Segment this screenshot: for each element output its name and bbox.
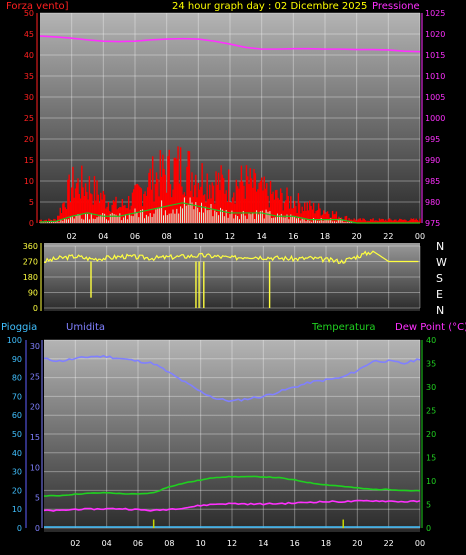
x-tick-label: 18 [321,539,331,548]
direction-line [43,250,419,265]
wind-tick-label: 25 [24,114,34,123]
rain-tick-label: 30 [12,468,22,477]
direction-tick-label: 180 [23,273,38,282]
humidity-tick-label: 10 [30,463,40,472]
temperature-tick-label: 35 [426,360,436,369]
x-tick-label: 06 [133,539,143,548]
wind-tick-label: 35 [24,72,34,81]
pressure-tick-label: 990 [425,156,440,165]
wind-tick-label: 50 [24,9,34,18]
compass-label: W [436,256,447,269]
x-tick-label: 12 [227,539,237,548]
pressure-tick-label: 975 [425,219,440,228]
dewpoint-axis-title: Dew Point (°C) [395,322,466,333]
pressure-line [39,35,421,53]
pressure-axis-title: Pressione [372,1,420,12]
rain-tick-label: 10 [12,505,22,514]
x-tick-label: 10 [193,232,203,241]
humidity-tick-label: 5 [35,494,40,503]
pressure-tick-label: 1000 [425,114,445,123]
wind-average-line [39,202,420,224]
temperature-tick-label: 25 [426,407,436,416]
x-tick-label: 12 [225,232,235,241]
compass-label: N [436,240,444,253]
temperature-tick-label: 20 [426,430,436,439]
humidity-line [43,354,421,403]
temperature-tick-label: 40 [426,336,436,345]
dewpoint-line [43,499,421,512]
humidity-tick-label: 0 [35,524,40,533]
rain-tick-label: 80 [12,374,22,383]
temperature-axis-title: Temperatura [311,322,376,333]
rain-axis-title: Pioggia [1,322,37,333]
temperature-tick-label: 15 [426,454,436,463]
pressure-tick-label: 985 [425,177,440,186]
direction-tick-label: 90 [28,289,38,298]
x-tick-label: 18 [320,232,330,241]
x-tick-label: 04 [98,232,108,241]
pressure-tick-label: 1005 [425,93,445,102]
pressure-tick-label: 1015 [425,51,445,60]
x-tick-label: 14 [257,232,267,241]
x-tick-label: 06 [130,232,140,241]
compass-label: N [436,304,444,317]
x-tick-label: 02 [67,232,77,241]
pressure-tick-label: 1010 [425,72,445,81]
x-tick-label: 20 [352,539,362,548]
x-tick-label: 10 [196,539,206,548]
wind-pressure-plot-bg [40,13,420,223]
temperature-tick-label: 30 [426,383,436,392]
temperature-tick-label: 5 [426,501,431,510]
pressure-tick-label: 1020 [425,30,445,39]
rain-tick-label: 40 [12,449,22,458]
x-tick-label: 08 [164,539,174,548]
x-tick-label: 00 [415,539,425,548]
pressure-tick-label: 980 [425,198,440,207]
wind-tick-label: 0 [29,219,34,228]
x-tick-label: 20 [352,232,362,241]
wind-tick-label: 45 [24,30,34,39]
compass-label: E [436,288,443,301]
rain-tick-label: 0 [17,524,22,533]
rain-tick-label: 20 [12,486,22,495]
humidity-tick-label: 30 [30,342,40,351]
wind-tick-label: 15 [24,156,34,165]
rain-tick-label: 60 [12,411,22,420]
compass-label: S [436,272,443,285]
x-tick-label: 16 [288,232,298,241]
temperature-tick-label: 0 [426,524,431,533]
humidity-tick-label: 15 [30,433,40,442]
wind-tick-label: 10 [24,177,34,186]
rain-tick-label: 90 [12,355,22,364]
pressure-tick-label: 995 [425,135,440,144]
wind-axis-title: Forza vento] [6,1,69,12]
x-tick-label: 02 [70,539,80,548]
temperature-line [43,475,421,497]
rain-tick-label: 70 [12,392,22,401]
wind-tick-label: 20 [24,135,34,144]
rain-tick-label: 50 [12,430,22,439]
direction-plot-bg [44,243,420,311]
humidity-tick-label: 25 [30,372,40,381]
x-tick-label: 14 [258,539,268,548]
chart-title: 24 hour graph day : 02 Dicembre 2025 [172,1,367,12]
humidity-tick-label: 20 [30,403,40,412]
wind-tick-label: 5 [29,198,34,207]
x-tick-label: 00 [415,232,425,241]
x-tick-label: 22 [384,539,394,548]
humidity-axis-title: Umidita [66,322,105,333]
wind-tick-label: 30 [24,93,34,102]
direction-tick-label: 0 [33,304,38,313]
rain-tick-label: 100 [7,336,22,345]
temperature-tick-label: 10 [426,477,436,486]
pressure-tick-label: 1025 [425,9,445,18]
wind-tick-label: 40 [24,51,34,60]
x-tick-label: 16 [290,539,300,548]
x-tick-label: 22 [383,232,393,241]
x-tick-label: 04 [102,539,112,548]
direction-tick-label: 270 [23,258,38,267]
x-tick-label: 08 [162,232,172,241]
direction-tick-label: 360 [23,242,38,251]
